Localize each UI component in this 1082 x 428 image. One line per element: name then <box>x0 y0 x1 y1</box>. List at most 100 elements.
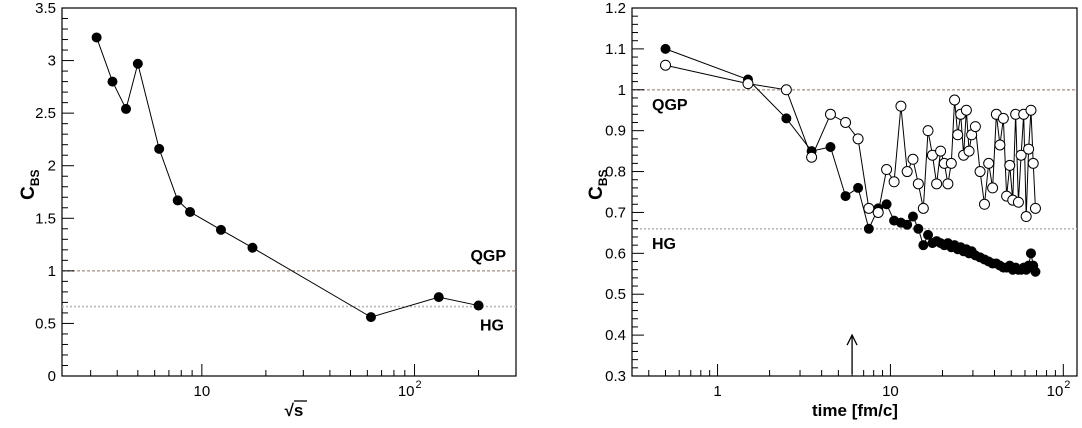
data-point-open <box>1029 202 1041 214</box>
data-point-open <box>742 78 754 90</box>
y-tick-label: 3 <box>48 53 56 70</box>
data-point-open <box>840 116 852 128</box>
y-tick-label: 2.5 <box>35 105 56 122</box>
series-filled-line <box>96 37 479 318</box>
data-point-open <box>1027 157 1039 169</box>
data-point-filled <box>853 182 864 193</box>
x-axis-label: √s <box>285 401 304 420</box>
y-tick-label: 0.5 <box>35 315 56 332</box>
y-tick-label: 1.2 <box>605 0 626 17</box>
data-point-open <box>942 178 954 190</box>
data-point-open <box>660 59 672 71</box>
data-point-open <box>994 139 1006 151</box>
data-point-open <box>983 157 995 169</box>
data-point-filled <box>473 300 484 311</box>
data-point-filled <box>433 292 444 303</box>
data-point-open <box>863 202 875 214</box>
x-tick-exponent: 2 <box>1064 379 1070 391</box>
data-point-filled <box>660 43 671 54</box>
x-axis-label: time [fm/c] <box>812 401 898 420</box>
data-point-open <box>922 125 934 137</box>
y-axis-label: CBS <box>586 169 610 199</box>
data-point-open <box>974 166 986 178</box>
x-tick-label: 10 <box>882 383 899 400</box>
series-open-line <box>665 64 1036 217</box>
y-axis-label: CBS <box>18 169 42 199</box>
data-point-open <box>1020 211 1032 223</box>
data-point-open <box>1004 159 1016 171</box>
data-point-open <box>852 133 864 145</box>
hg-label: HG <box>480 318 504 335</box>
y-tick-label: 0 <box>48 368 56 385</box>
data-point-filled <box>881 199 892 210</box>
x-tick-label: 1 <box>713 383 721 400</box>
data-point-open <box>960 104 972 116</box>
data-point-filled <box>365 312 376 323</box>
qgp-label: QGP <box>470 248 506 265</box>
data-point-filled <box>913 223 924 234</box>
data-point-filled <box>154 143 165 154</box>
data-point-open <box>1023 143 1035 155</box>
x-tick-label: 10 <box>194 383 211 400</box>
data-point-filled <box>185 206 196 217</box>
y-tick-label: 0.9 <box>605 123 626 140</box>
data-point-filled <box>247 242 258 253</box>
data-point-open <box>1012 196 1024 208</box>
series-filled-line <box>665 48 1036 272</box>
data-point-open <box>935 145 947 157</box>
y-tick-label: 0.3 <box>605 368 626 385</box>
data-point-open <box>1025 104 1037 116</box>
y-axis-label-main: C <box>586 186 607 200</box>
data-point-filled <box>172 195 183 206</box>
data-point-open <box>806 151 818 163</box>
y-tick-label: 1.5 <box>35 210 56 227</box>
data-point-open <box>912 178 924 190</box>
x-tick-label: 10 <box>398 383 415 400</box>
data-point-filled <box>781 113 792 124</box>
y-tick-label: 0.7 <box>605 204 626 221</box>
data-point-open <box>969 121 981 133</box>
data-point-open <box>872 206 884 218</box>
data-point-open <box>952 129 964 141</box>
plot-frame <box>631 7 1078 377</box>
data-point-filled <box>1030 266 1041 277</box>
data-point-filled <box>825 142 836 153</box>
y-tick-label: 1.1 <box>605 41 626 58</box>
data-point-filled <box>902 219 913 230</box>
data-point-open <box>997 112 1009 124</box>
y-tick-label: 0.6 <box>605 245 626 262</box>
y-axis-label-subscript: BS <box>596 169 610 186</box>
data-point-filled <box>91 32 102 43</box>
data-point-filled <box>840 191 851 202</box>
y-tick-label: 1 <box>618 82 626 99</box>
data-point-open <box>901 166 913 178</box>
data-point-filled <box>907 211 918 222</box>
y-tick-label: 0.4 <box>605 327 626 344</box>
data-point-open <box>895 100 907 112</box>
y-tick-label: 2 <box>48 158 56 175</box>
data-point-open <box>987 182 999 194</box>
plot-frame <box>61 7 517 377</box>
data-point-filled <box>121 103 132 114</box>
y-axis-label-subscript: BS <box>28 169 42 186</box>
data-point-filled <box>863 223 874 234</box>
right-chart-panel: 0.30.40.50.60.70.80.911.11.21 10 10 2CBStim… <box>586 0 1078 420</box>
hg-label: HG <box>652 236 676 253</box>
data-point-open <box>1015 149 1027 161</box>
data-point-open <box>931 178 943 190</box>
y-tick-label: 0.5 <box>605 286 626 303</box>
data-point-filled <box>215 224 226 235</box>
data-point-filled <box>132 58 143 69</box>
data-point-open <box>917 202 929 214</box>
y-tick-label: 1 <box>48 263 56 280</box>
data-point-open <box>881 164 893 176</box>
data-point-filled <box>923 229 934 240</box>
qgp-label: QGP <box>652 97 688 114</box>
y-axis-label-main: C <box>18 186 39 200</box>
x-tick-exponent: 2 <box>416 379 422 391</box>
data-point-open <box>963 145 975 157</box>
data-point-open <box>949 94 961 106</box>
data-point-open <box>824 108 836 120</box>
